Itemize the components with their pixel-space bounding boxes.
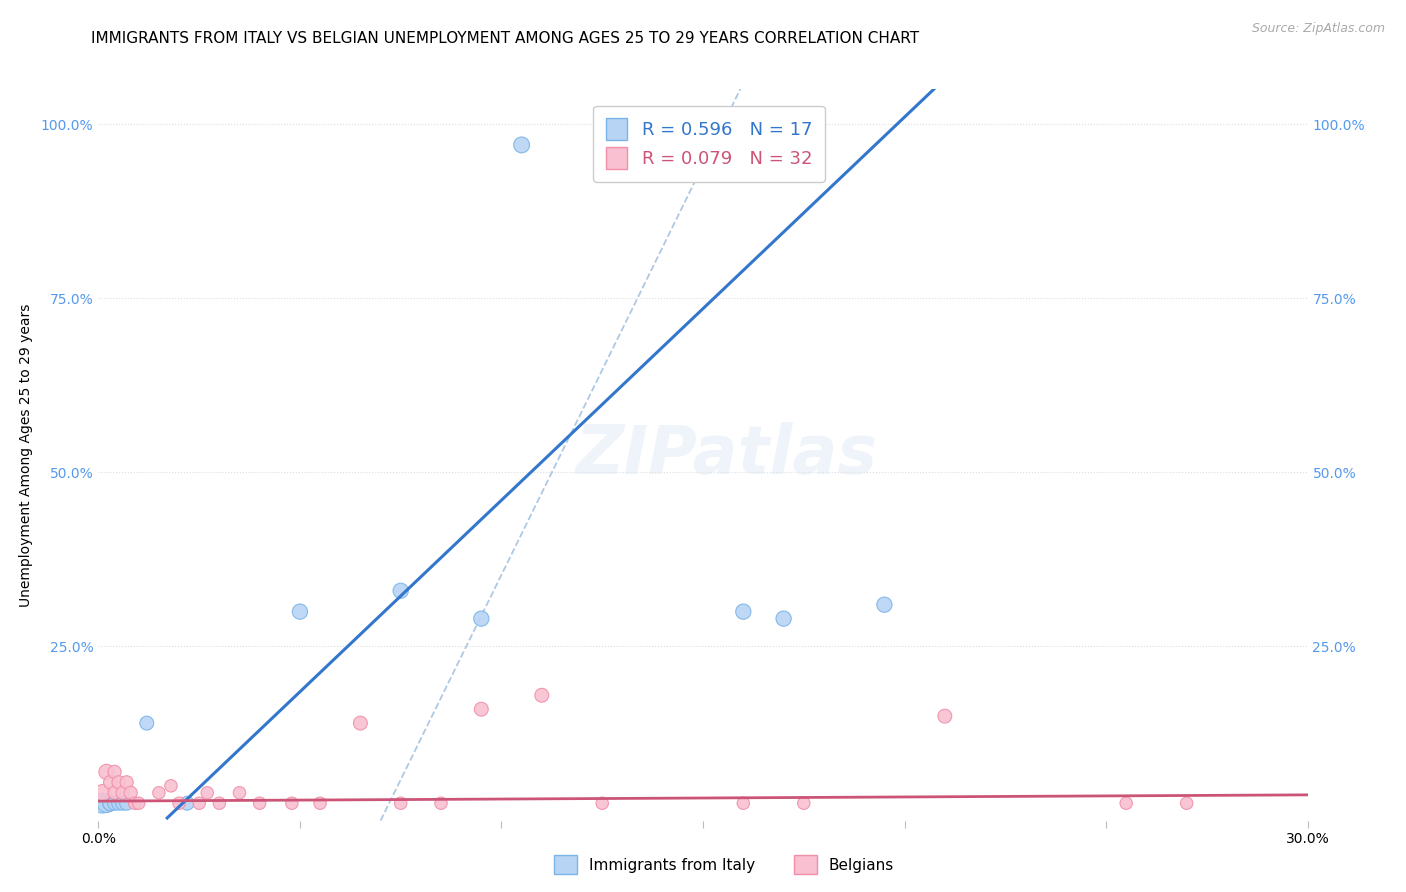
Point <box>389 796 412 810</box>
Point <box>249 796 271 810</box>
Point <box>96 764 118 779</box>
Point <box>96 796 118 810</box>
Point <box>1115 796 1137 810</box>
Point <box>167 796 190 810</box>
Point <box>111 796 134 810</box>
Point <box>430 796 453 810</box>
Point <box>111 786 134 800</box>
Y-axis label: Unemployment Among Ages 25 to 29 years: Unemployment Among Ages 25 to 29 years <box>18 303 32 607</box>
Point <box>349 716 371 731</box>
Point <box>103 764 125 779</box>
Point <box>91 786 114 800</box>
Point <box>530 688 553 702</box>
Point <box>103 786 125 800</box>
Point <box>115 775 138 789</box>
Point <box>176 796 198 810</box>
Point <box>873 598 896 612</box>
Point <box>160 779 183 793</box>
Point <box>120 786 142 800</box>
Point <box>107 775 129 789</box>
Point <box>470 612 492 626</box>
Point <box>934 709 956 723</box>
Point <box>510 137 533 152</box>
Point <box>124 796 146 810</box>
Text: ZIPatlas: ZIPatlas <box>576 422 879 488</box>
Point <box>1175 796 1198 810</box>
Point <box>115 796 138 810</box>
Point <box>188 796 211 810</box>
Point <box>470 702 492 716</box>
Point <box>100 796 122 810</box>
Legend: Immigrants from Italy, Belgians: Immigrants from Italy, Belgians <box>548 849 900 880</box>
Text: IMMIGRANTS FROM ITALY VS BELGIAN UNEMPLOYMENT AMONG AGES 25 TO 29 YEARS CORRELAT: IMMIGRANTS FROM ITALY VS BELGIAN UNEMPLO… <box>91 31 920 46</box>
Point <box>208 796 231 810</box>
Point <box>288 605 311 619</box>
Legend: R = 0.596   N = 17, R = 0.079   N = 32: R = 0.596 N = 17, R = 0.079 N = 32 <box>593 105 825 182</box>
Point <box>91 796 114 810</box>
Point <box>389 583 412 598</box>
Point <box>733 605 755 619</box>
Point <box>128 796 150 810</box>
Point <box>228 786 250 800</box>
Point <box>103 796 125 810</box>
Point <box>148 786 170 800</box>
Point <box>281 796 304 810</box>
Text: Source: ZipAtlas.com: Source: ZipAtlas.com <box>1251 22 1385 36</box>
Point <box>100 775 122 789</box>
Point <box>733 796 755 810</box>
Point <box>135 716 157 731</box>
Point <box>195 786 218 800</box>
Point <box>309 796 332 810</box>
Point <box>107 796 129 810</box>
Point <box>591 796 613 810</box>
Point <box>772 612 794 626</box>
Point <box>793 796 815 810</box>
Point <box>100 796 122 810</box>
